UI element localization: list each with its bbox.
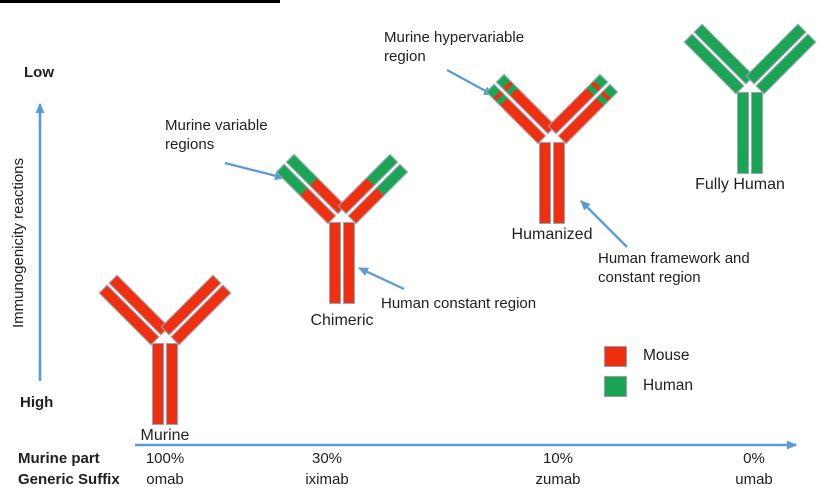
- antibody-label-humanized: Humanized: [511, 226, 593, 243]
- murine-part-value: 10%: [542, 450, 574, 467]
- antibody-murine: Murine: [98, 274, 232, 444]
- antibody-humanized: Humanized: [485, 73, 619, 243]
- antibody-left-arm: [98, 274, 170, 346]
- annotation-murine-variable: Murine variable regions: [165, 117, 268, 153]
- murine-variable-arrow: [224, 161, 285, 181]
- antibody-label-fully-human: Fully Human: [695, 176, 785, 193]
- antibody-stem: [152, 343, 164, 425]
- legend-row-human: Human: [604, 375, 693, 397]
- antibody-right-arm: [547, 73, 619, 145]
- legend: Mouse Human: [604, 345, 693, 406]
- legend-row-mouse: Mouse: [604, 345, 693, 367]
- antibody-stem: [751, 92, 763, 174]
- generic-suffix-value: zumab: [535, 471, 581, 488]
- murine-part-value: 0%: [743, 450, 765, 467]
- antibody-right-arm: [745, 23, 817, 95]
- generic-suffix-value: umab: [735, 471, 773, 488]
- antibody-label-chimeric: Chimeric: [310, 312, 374, 329]
- antibody-stem: [166, 343, 178, 425]
- annotation-human-framework: Human framework and constant region: [598, 250, 750, 286]
- antibody-left-arm: [683, 23, 755, 95]
- annotation-human-constant: Human constant region: [381, 295, 537, 312]
- antibody-stem: [343, 222, 355, 304]
- antibody-stem: [539, 142, 551, 224]
- murine-part-value: 100%: [145, 450, 185, 467]
- y-axis-high-label: High: [20, 394, 54, 411]
- antibody-stem: [329, 222, 341, 304]
- legend-label-human: Human: [643, 377, 693, 394]
- y-axis-title: Immunogenicity reactions: [10, 157, 27, 329]
- antibody-chimeric: Chimeric: [275, 153, 409, 329]
- murine-part-value: 30%: [311, 450, 343, 467]
- antibody-label-murine: Murine: [140, 427, 190, 444]
- top-edge-strip: [0, 0, 280, 3]
- mouse-color-swatch: [604, 345, 627, 367]
- generic-suffix-value: iximab: [305, 471, 349, 488]
- legend-label-mouse: Mouse: [643, 347, 690, 364]
- antibody-left-arm: [485, 73, 557, 145]
- antibody-fully-human: Fully Human: [683, 23, 817, 193]
- antibody-left-arm: [275, 153, 347, 225]
- antibody-stem: [553, 142, 565, 224]
- y-axis-low-label: Low: [24, 64, 54, 81]
- antibody-right-arm: [337, 153, 409, 225]
- antibody-stem: [737, 92, 749, 174]
- murine-part-row-label: Murine part: [18, 450, 100, 467]
- generic-suffix-value: omab: [146, 471, 184, 488]
- human-color-swatch: [604, 375, 627, 397]
- generic-suffix-row-label: Generic Suffix: [18, 471, 120, 488]
- annotation-murine-hypervariable: Murine hypervariable region: [384, 29, 525, 65]
- antibody-right-arm: [160, 274, 232, 346]
